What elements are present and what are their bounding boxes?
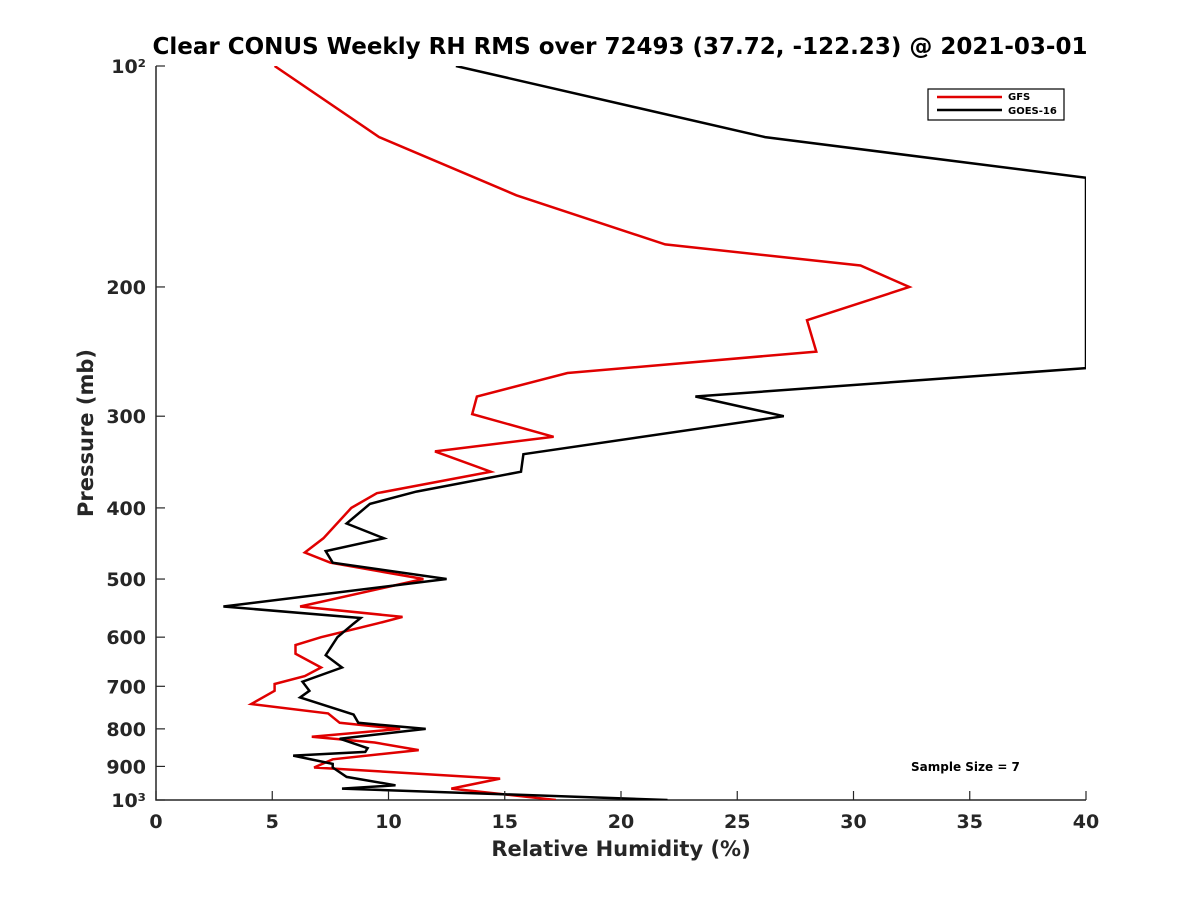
series-line-gfs <box>247 66 913 800</box>
x-axis-ticks: 0 5 10 15 20 25 30 35 40 <box>149 791 1099 833</box>
x-tick-label: 40 <box>1073 811 1099 833</box>
x-tick-label: 25 <box>724 811 750 833</box>
y-tick-label: 400 <box>106 498 146 520</box>
y-tick-label: 10² <box>111 56 146 78</box>
x-tick-label: 35 <box>957 811 983 833</box>
legend-box <box>927 88 1065 121</box>
y-axis-ticks: 10² 200 300 400 500 600 700 800 900 10³ <box>106 56 165 812</box>
y-tick-label: 800 <box>106 719 146 741</box>
x-tick-label: 15 <box>492 811 518 833</box>
legend-label-gfs: GFS <box>1008 92 1030 103</box>
x-tick-label: 5 <box>266 811 279 833</box>
x-tick-label: 20 <box>608 811 634 833</box>
chart-title: Clear CONUS Weekly RH RMS over 72493 (37… <box>153 34 1088 60</box>
y-tick-label: 200 <box>106 277 146 299</box>
series-line-goes16 <box>223 66 1086 800</box>
sample-size-annotation: Sample Size = 7 <box>911 760 1020 774</box>
legend: GFS GOES-16 <box>927 88 1065 121</box>
y-tick-label: 700 <box>106 676 146 698</box>
plot-frame <box>155 66 1086 801</box>
y-tick-label: 900 <box>106 756 146 778</box>
y-axis-label: Pressure (mb) <box>74 349 98 517</box>
x-tick-label: 30 <box>840 811 866 833</box>
x-axis-label: Relative Humidity (%) <box>491 837 750 861</box>
x-tick-label: 10 <box>375 811 401 833</box>
legend-label-goes16: GOES-16 <box>1008 106 1057 117</box>
y-tick-label: 10³ <box>111 790 146 812</box>
y-tick-label: 600 <box>106 627 146 649</box>
y-tick-label: 300 <box>106 406 146 428</box>
series-layer <box>223 66 1086 800</box>
x-tick-label: 0 <box>149 811 162 833</box>
y-tick-label: 500 <box>106 569 146 591</box>
plot-area: 0 5 10 15 20 25 30 35 40 10² 200 300 400 500 600 700 80… <box>106 56 1099 833</box>
